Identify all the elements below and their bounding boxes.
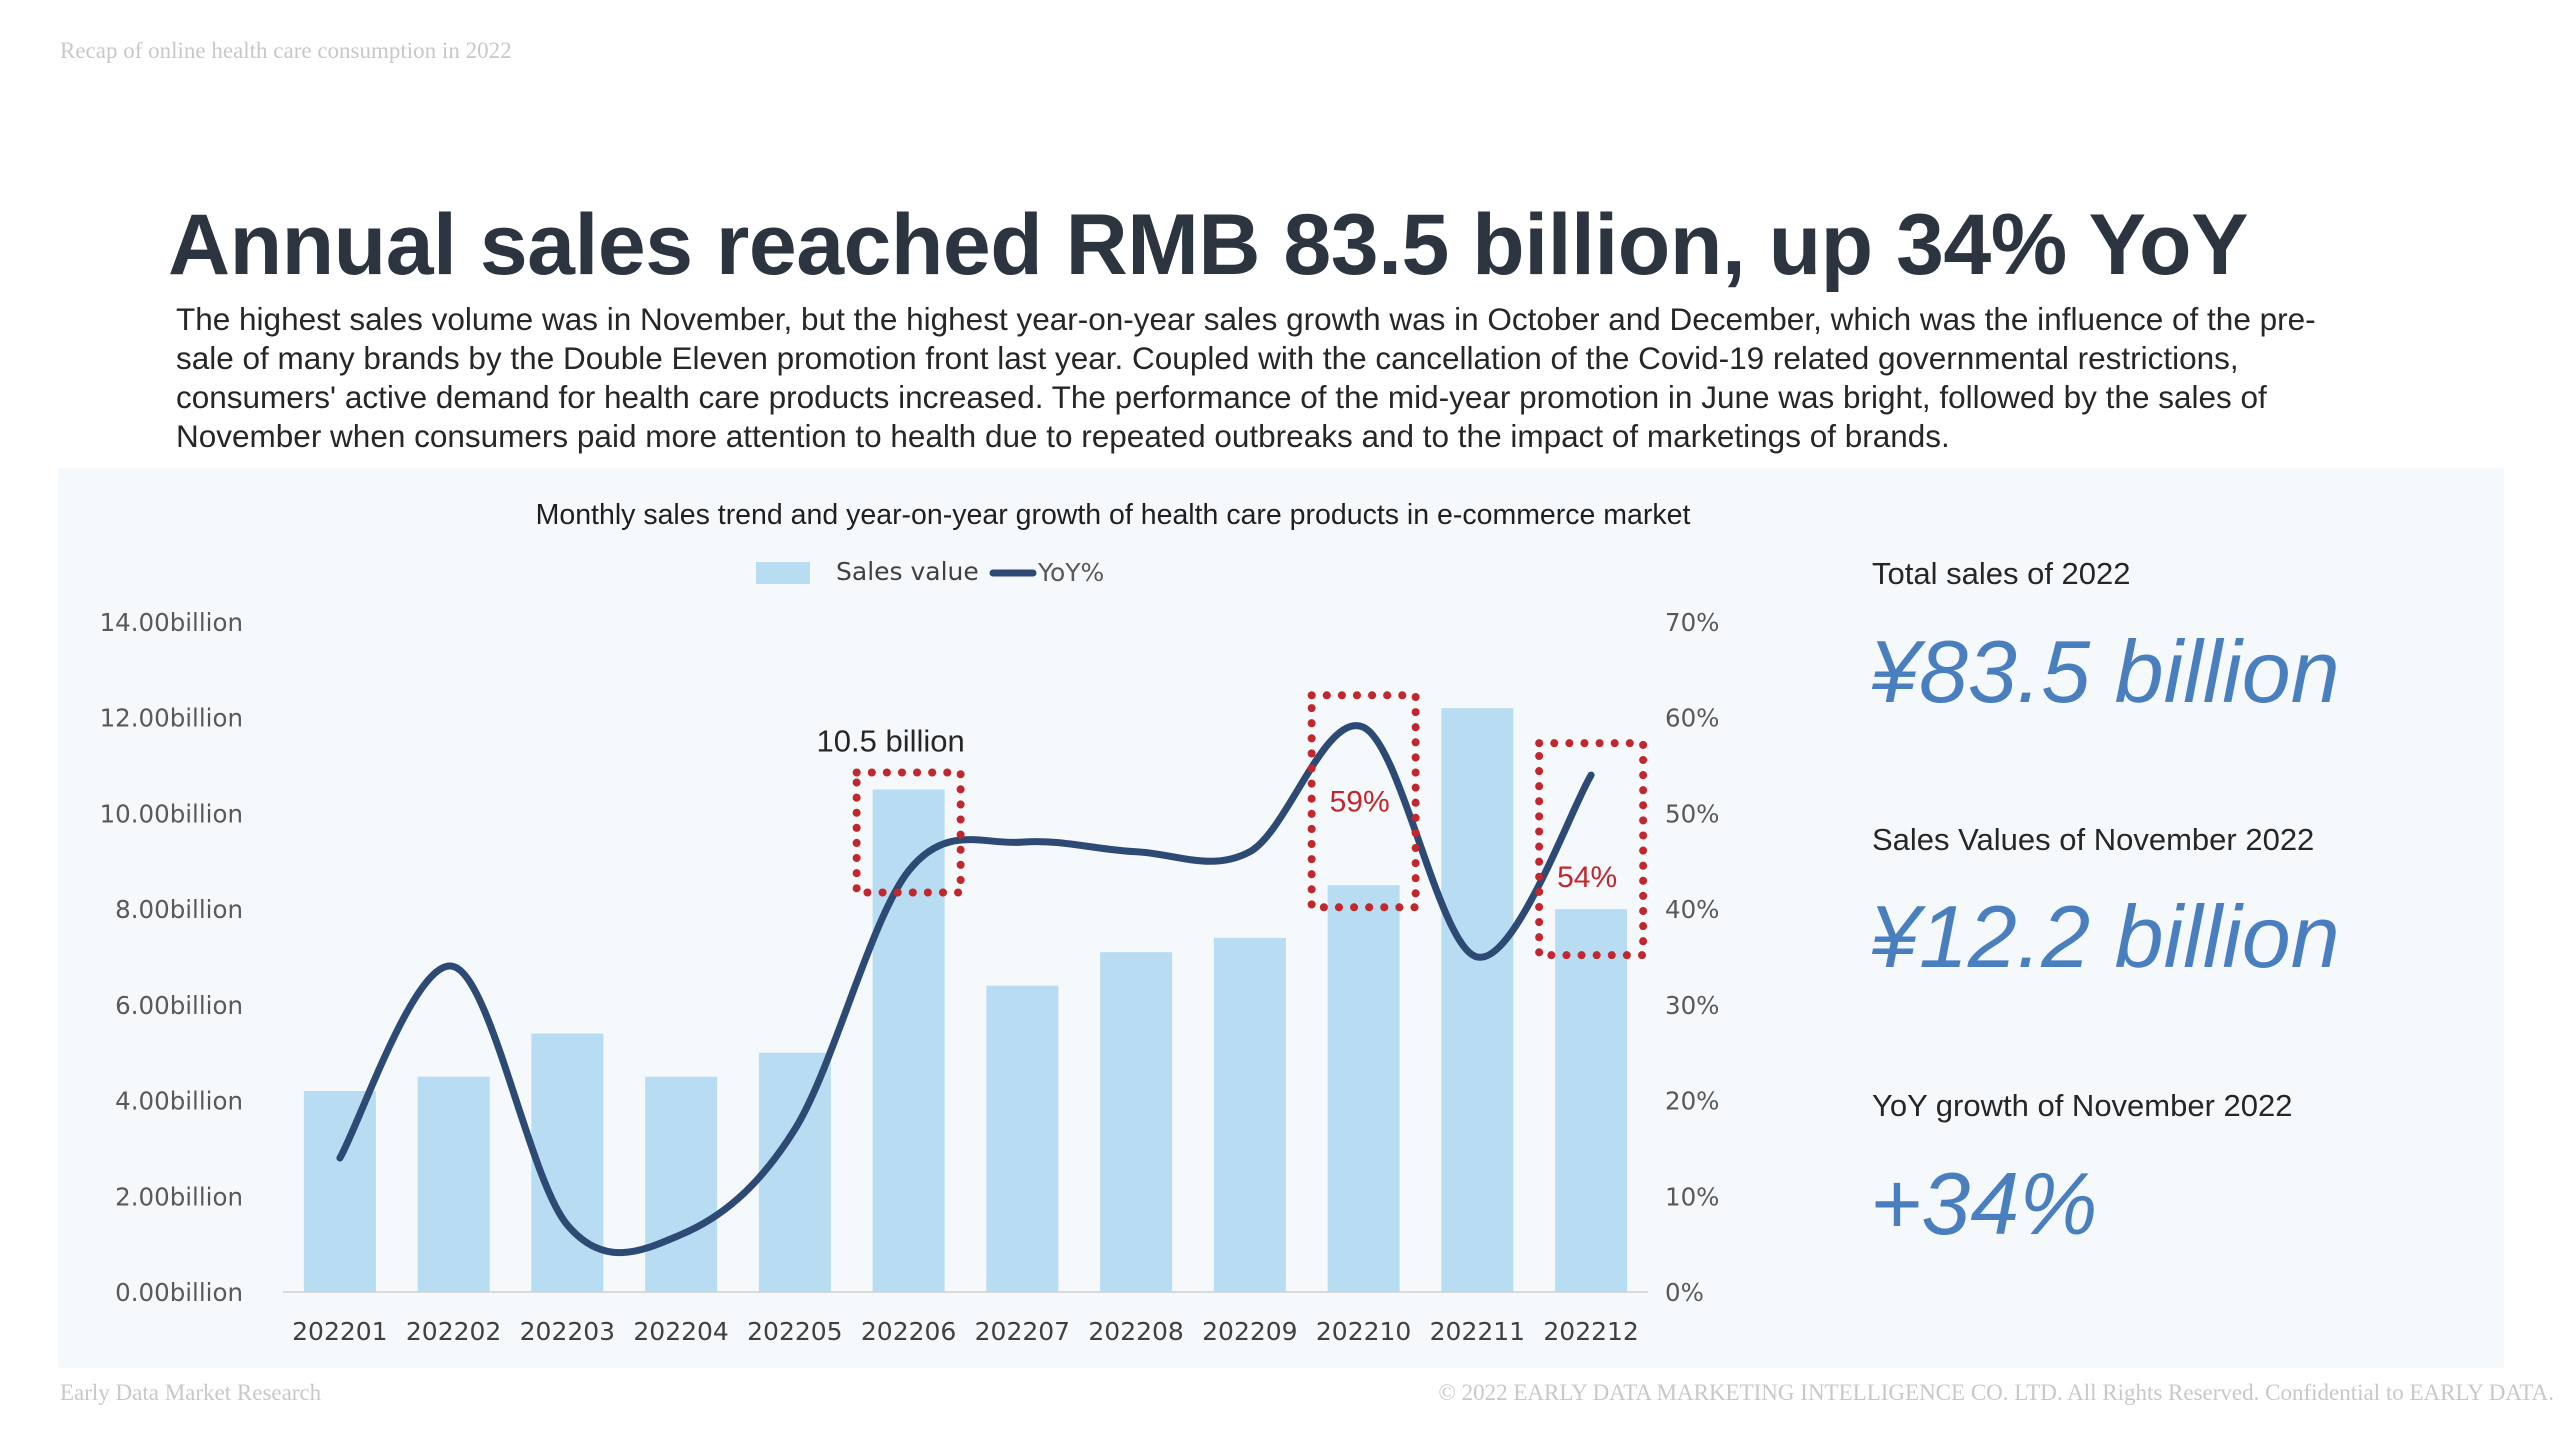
y-left-tick-label: 10.00billion: [100, 799, 243, 828]
bar-202203: [531, 1033, 604, 1292]
kpi-november-sales-value: ¥12.2 billion: [1870, 887, 2340, 986]
x-tick-label: 202212: [1543, 1317, 1638, 1346]
chart-panel: Monthly sales trend and year-on-year gro…: [58, 468, 2504, 1368]
highlight-box-202206: [852, 768, 965, 897]
x-tick-label: 202211: [1430, 1317, 1525, 1346]
bar-202206: [872, 789, 945, 1292]
y-left-tick-label: 4.00billion: [115, 1087, 243, 1116]
yoy-value-label-202210: 59%: [1330, 785, 1390, 818]
bar-202205: [758, 1052, 831, 1292]
bar-202204: [645, 1076, 718, 1292]
bar-202208: [1100, 952, 1173, 1292]
legend-line-label: YoY%: [1037, 558, 1104, 587]
bar-202202: [417, 1076, 490, 1292]
bar-202207: [986, 985, 1059, 1292]
x-tick-label: 202209: [1202, 1317, 1297, 1346]
kpi-november-yoy-value: +34%: [1870, 1154, 2098, 1253]
x-tick-label: 202203: [520, 1317, 615, 1346]
y-right-tick-label: 30%: [1665, 991, 1719, 1020]
yoy-value-label-202212: 54%: [1557, 861, 1617, 894]
y-right-tick-label: 40%: [1665, 895, 1719, 924]
chart-title: Monthly sales trend and year-on-year gro…: [536, 499, 1691, 531]
kpi-total-sales-label: Total sales of 2022: [1872, 556, 2131, 591]
y-left-tick-label: 12.00billion: [100, 704, 243, 733]
bar-202210: [1327, 885, 1400, 1292]
x-tick-label: 202208: [1088, 1317, 1183, 1346]
description-paragraph: The highest sales volume was in November…: [176, 301, 2316, 454]
combo-chart: Monthly sales trend and year-on-year gro…: [100, 499, 1720, 1346]
kpi-november-sales-label: Sales Values of November 2022: [1872, 822, 2315, 857]
legend-bar-label: Sales value: [836, 557, 979, 586]
kpi-november-yoy-label: YoY growth of November 2022: [1872, 1088, 2293, 1123]
y-right-tick-label: 60%: [1665, 704, 1719, 733]
kpi-total-sales-value: ¥83.5 billion: [1870, 622, 2340, 721]
bar-value-label-202206: 10.5 billion: [817, 724, 965, 759]
bar-202209: [1213, 937, 1286, 1292]
y-right-tick-label: 20%: [1665, 1087, 1719, 1116]
x-tick-label: 202206: [861, 1317, 956, 1346]
y-right-tick-label: 10%: [1665, 1182, 1719, 1211]
legend-bar-swatch: [756, 562, 810, 584]
y-right-tick-label: 0%: [1665, 1278, 1704, 1307]
x-tick-label: 202201: [292, 1317, 387, 1346]
highlight-box-202210: [1307, 691, 1420, 912]
bar-202211: [1441, 708, 1514, 1292]
x-tick-label: 202202: [406, 1317, 501, 1346]
highlight-box-202212: [1535, 739, 1648, 960]
y-left-tick-label: 2.00billion: [115, 1182, 243, 1211]
y-right-tick-label: 70%: [1665, 608, 1719, 637]
bar-202201: [303, 1091, 376, 1292]
footer-brand: Early Data Market Research: [60, 1380, 322, 1405]
y-left-tick-label: 6.00billion: [115, 991, 243, 1020]
yoy-line: [336, 722, 1595, 1257]
y-left-tick-label: 8.00billion: [115, 895, 243, 924]
y-left-tick-label: 0.00billion: [115, 1278, 243, 1307]
page-title: Annual sales reached RMB 83.5 billion, u…: [168, 197, 2248, 293]
y-left-tick-label: 14.00billion: [100, 608, 243, 637]
x-tick-label: 202207: [975, 1317, 1070, 1346]
bar-202212: [1555, 909, 1628, 1292]
x-tick-label: 202204: [633, 1317, 728, 1346]
x-tick-label: 202205: [747, 1317, 842, 1346]
x-tick-label: 202210: [1316, 1317, 1411, 1346]
header-note: Recap of online health care consumption …: [60, 38, 512, 63]
y-right-tick-label: 50%: [1665, 799, 1719, 828]
footer-copyright: © 2022 EARLY DATA MARKETING INTELLIGENCE…: [1438, 1380, 2554, 1405]
